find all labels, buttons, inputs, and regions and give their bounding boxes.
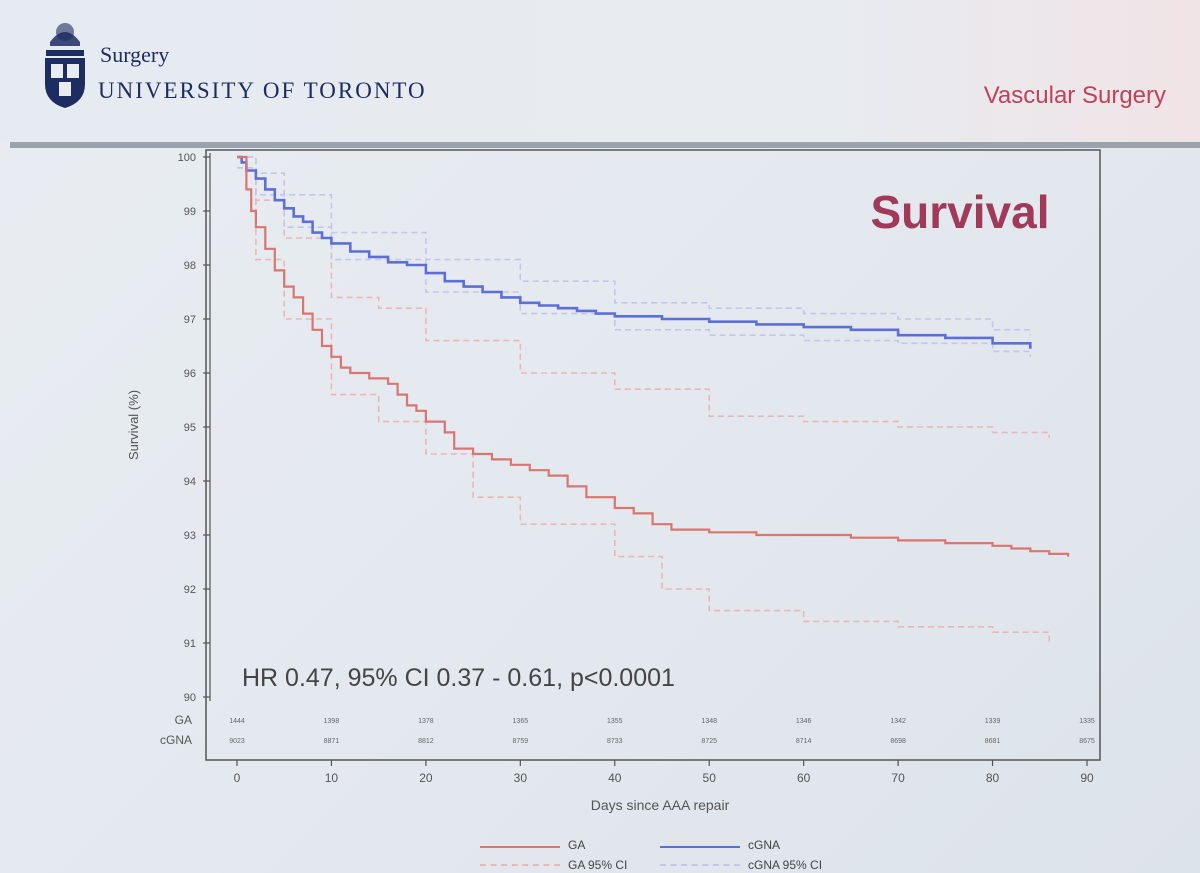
y-tick-label: 96 [184,368,196,380]
risk-table-value: 1339 [985,718,1001,725]
x-tick-label: 60 [797,771,811,785]
series-cgna-line [237,155,1032,349]
risk-table-value: 8698 [890,738,906,745]
x-tick-label: 0 [234,771,241,785]
risk-table-value: 1378 [418,718,434,725]
risk-table-value: 1335 [1079,718,1095,725]
risk-table-value: 8681 [985,738,1001,745]
risk-table-value: 1348 [701,718,717,725]
y-tick-label: 92 [184,584,196,596]
risk-table-value: 8812 [418,738,434,745]
chart-legend: GA cGNA GA 95% CI cGNA 95% CI [480,836,940,873]
x-tick-label: 80 [986,771,1000,785]
y-tick-label: 90 [184,692,196,704]
risk-table-value: 1444 [229,718,245,725]
plot-frame [205,149,1101,761]
university-crest-icon [45,23,85,108]
y-axis-label: Survival (%) [126,390,141,460]
risk-table-value: 8714 [796,738,812,745]
y-tick-label: 94 [184,476,196,488]
risk-table-row-label: cGNA [160,733,192,747]
risk-table-value: 8759 [513,738,529,745]
x-tick-label: 10 [325,771,339,785]
series-ga-ci-lower [237,167,1050,643]
legend-label-ga: GA [568,838,586,852]
y-tick-label: 100 [178,152,196,164]
risk-table-value: 1365 [513,718,529,725]
legend-label-cgna-ci: cGNA 95% CI [748,858,823,872]
risk-table-value: 1398 [324,718,340,725]
series-cgna-ci-upper [237,156,1032,336]
risk-table-value: 9023 [229,738,245,745]
series-ga-line [237,155,1070,557]
slide-header: Surgery UNIVERSITY OF TORONTO Vascular S… [0,0,1200,142]
y-tick-label: 99 [184,206,196,218]
department-label: Vascular Surgery [983,82,1166,109]
x-tick-label: 90 [1080,771,1094,785]
legend-label-cgna: cGNA [748,838,781,852]
legend-swatch-cgna [660,846,740,848]
legend-swatch-ga-ci [480,864,560,866]
risk-table-value: 1342 [890,718,906,725]
legend-label-ga-ci: GA 95% CI [568,858,628,872]
risk-table-value: 8733 [607,738,623,745]
risk-table-value: 8725 [701,738,717,745]
x-tick-label: 20 [419,771,433,785]
axes-layer: 90 91 92 93 94 95 96 97 98 99 100 0 10 20 30 40 50 60 70 80… [160,152,1095,785]
x-tick-label: 30 [514,771,528,785]
header-divider [10,142,1200,148]
y-tick-label: 93 [184,530,196,542]
y-tick-label: 98 [184,260,196,272]
risk-table-value: 1346 [796,718,812,725]
series-ga-ci-upper [237,156,1050,438]
brand-university: UNIVERSITY OF TORONTO [98,78,427,103]
x-tick-label: 50 [703,771,717,785]
series-layer [237,155,1070,557]
y-tick-label: 95 [184,422,196,434]
risk-table-row-label: GA [175,713,192,727]
legend-swatch-ga [480,846,560,848]
risk-table-value: 8871 [324,738,340,745]
hazard-ratio-annotation: HR 0.47, 95% CI 0.37 - 0.61, p<0.0001 [242,664,675,692]
x-tick-label: 40 [608,771,622,785]
chart-title: Survival [871,186,1050,238]
y-tick-label: 97 [184,314,196,326]
y-tick-label: 91 [184,638,196,650]
x-tick-label: 70 [891,771,905,785]
risk-table-value: 1355 [607,718,623,725]
legend-swatch-cgna-ci [660,864,740,866]
x-axis-label: Days since AAA repair [591,797,730,813]
risk-table-value: 8675 [1079,738,1095,745]
brand-surgery: Surgery [100,42,170,67]
